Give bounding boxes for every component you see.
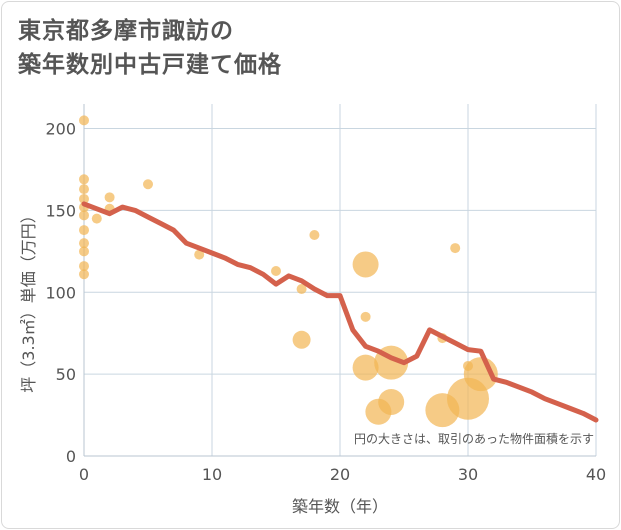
- y-tick-label: 200: [45, 120, 76, 139]
- bubble-point: [91, 213, 102, 224]
- bubble-point: [360, 311, 371, 322]
- bubble-point: [271, 265, 281, 276]
- title-line-2: 築年数別中古戸建て価格: [18, 52, 282, 78]
- bubble-point: [79, 246, 89, 257]
- y-axis-title: 坪（3.3㎡）単価（万円）: [19, 207, 38, 392]
- size-note: 円の大きさは、取引のあった物件面積を示す: [354, 431, 594, 446]
- y-tick-label: 150: [45, 201, 76, 220]
- chart-title: 東京都多摩市諏訪の 築年数別中古戸建て価格: [18, 14, 282, 82]
- axis-ticks: 0 50 100 150 200 0 10 20 30 40: [45, 120, 606, 484]
- y-tick-label: 50: [56, 365, 76, 384]
- bubble-point: [79, 210, 89, 221]
- bubble-point: [79, 238, 89, 249]
- bubble-point: [104, 192, 115, 203]
- bubble-point: [352, 354, 379, 381]
- bubble-point: [296, 284, 307, 295]
- bubble-point: [194, 249, 205, 260]
- bubble-point: [79, 261, 89, 272]
- title-line-1: 東京都多摩市諏訪の: [18, 18, 234, 44]
- y-tick-label: 100: [45, 283, 76, 302]
- bubble-point: [292, 330, 311, 349]
- x-axis-title: 築年数（年）: [292, 497, 388, 516]
- x-tick-label: 40: [586, 465, 606, 484]
- trend-line: [81, 201, 599, 423]
- x-tick-label: 20: [330, 465, 350, 484]
- x-tick-label: 10: [202, 465, 222, 484]
- bubble-point: [309, 229, 320, 240]
- bubble-point: [378, 388, 405, 415]
- bubble-point: [79, 115, 89, 126]
- bubble-point: [143, 179, 153, 190]
- y-tick-label: 0: [66, 447, 76, 466]
- bubble-point: [79, 225, 89, 236]
- bubble-point: [79, 184, 89, 195]
- bubble-point: [79, 193, 89, 204]
- bubble-point: [450, 243, 461, 254]
- x-tick-label: 30: [458, 465, 478, 484]
- bubble-point: [352, 251, 379, 278]
- bubble-point: [79, 269, 89, 280]
- bubble-point: [79, 174, 89, 185]
- x-tick-label: 0: [79, 465, 89, 484]
- grid-lines: [83, 104, 597, 457]
